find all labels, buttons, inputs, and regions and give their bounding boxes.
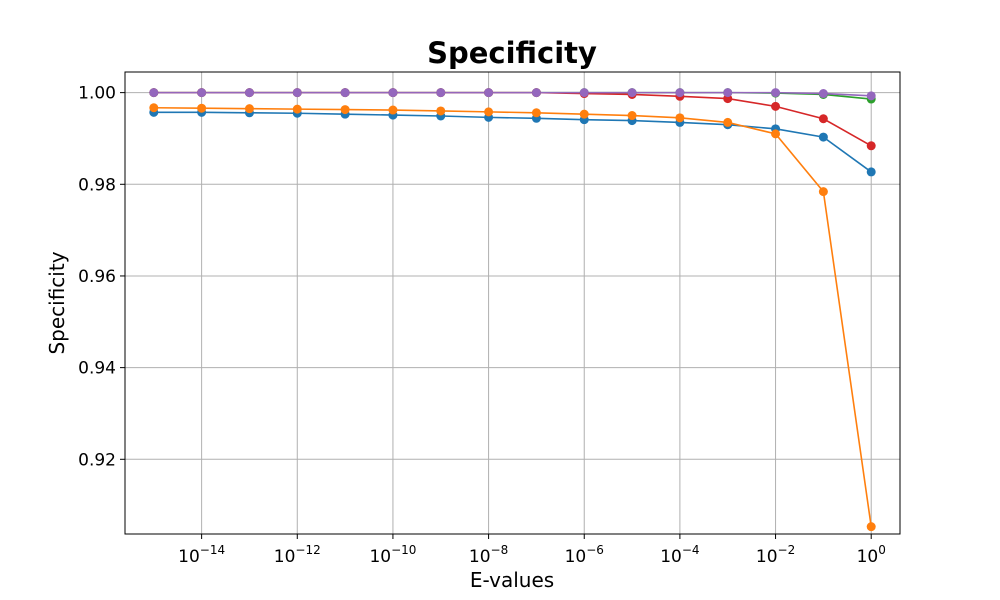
x-tick-exponent: −2	[778, 543, 796, 557]
x-tick-exponent: −10	[391, 543, 416, 557]
series-4-point	[627, 111, 637, 121]
series-4-line	[153, 106, 872, 527]
series-points	[149, 88, 876, 532]
x-tick-base: 10	[469, 547, 491, 567]
series-5-point	[197, 88, 207, 98]
series-5-point	[388, 88, 398, 98]
series-3-point	[818, 114, 828, 124]
series-5-point	[149, 88, 159, 98]
y-tick-label: 0.98	[78, 175, 116, 195]
series-5-point	[627, 88, 637, 98]
x-tick-label: 10−8	[469, 543, 508, 567]
series-1-line	[153, 111, 872, 173]
series-4-point	[292, 104, 302, 114]
x-tick-label: 10−12	[274, 543, 321, 567]
x-tick-base: 10	[756, 547, 778, 567]
series-4-point	[579, 109, 589, 119]
series-4-point	[388, 105, 398, 115]
series-1-point	[866, 167, 876, 177]
x-tick-base: 10	[857, 547, 879, 567]
x-tick-exponent: 0	[878, 543, 886, 557]
series-1-point	[818, 132, 828, 142]
series-5-line	[153, 91, 872, 97]
x-tick-base: 10	[565, 547, 587, 567]
x-axis-ticks: 10−14 10−12 10−10 10−8 10−6 10−4 10−2 100	[178, 534, 886, 567]
x-tick-base: 10	[178, 547, 200, 567]
series-5-point	[579, 88, 589, 98]
series-5-point	[292, 88, 302, 98]
series-4-point	[675, 113, 685, 123]
x-tick-label: 100	[857, 543, 886, 567]
series-4-point	[340, 105, 350, 115]
series-5-point	[818, 89, 828, 99]
series-5-point	[723, 88, 733, 98]
x-axis-label: E-values	[470, 568, 554, 592]
y-tick-label: 0.94	[78, 359, 116, 379]
x-tick-label: 10−2	[756, 543, 795, 567]
series-5-point	[340, 88, 350, 98]
series-5-point	[866, 91, 876, 101]
series-5-point	[244, 88, 254, 98]
x-tick-label: 10−10	[369, 543, 416, 567]
y-axis-ticks: 0.92 0.94 0.96 0.98 1.00	[78, 84, 125, 470]
x-tick-exponent: −6	[586, 543, 604, 557]
x-tick-exponent: −12	[295, 543, 320, 557]
x-tick-label: 10−6	[565, 543, 604, 567]
series-4-point	[771, 129, 781, 139]
chart-title: Specificity	[427, 36, 597, 70]
series-5-point	[771, 88, 781, 98]
series-5-point	[675, 88, 685, 98]
series-3-point	[771, 101, 781, 111]
series-4-point	[197, 103, 207, 113]
series-4-point	[723, 117, 733, 127]
series-4-point	[484, 107, 494, 117]
y-tick-label: 1.00	[78, 84, 116, 104]
grid-lines	[125, 72, 900, 534]
series-3-point	[866, 141, 876, 151]
plot-frame	[124, 71, 901, 535]
x-tick-exponent: −4	[682, 543, 700, 557]
x-tick-base: 10	[660, 547, 682, 567]
y-tick-label: 0.92	[78, 450, 116, 470]
y-tick-label: 0.96	[78, 267, 116, 287]
x-tick-label: 10−4	[660, 543, 699, 567]
series-4-point	[244, 104, 254, 114]
series-5-point	[484, 88, 494, 98]
series-4-point	[866, 522, 876, 532]
series-4-point	[149, 103, 159, 113]
x-tick-label: 10−14	[178, 543, 225, 567]
series-4-point	[531, 108, 541, 118]
x-tick-base: 10	[274, 547, 296, 567]
series-4-point	[818, 187, 828, 197]
x-tick-base: 10	[369, 547, 391, 567]
x-tick-exponent: −14	[200, 543, 225, 557]
series-3-line	[153, 91, 872, 147]
x-tick-exponent: −8	[491, 543, 509, 557]
series-5-point	[531, 88, 541, 98]
series-lines	[153, 91, 872, 527]
y-axis-label: Specificity	[45, 251, 69, 354]
series-5-point	[436, 88, 446, 98]
series-2-line	[153, 91, 872, 100]
series-4-point	[436, 106, 446, 116]
